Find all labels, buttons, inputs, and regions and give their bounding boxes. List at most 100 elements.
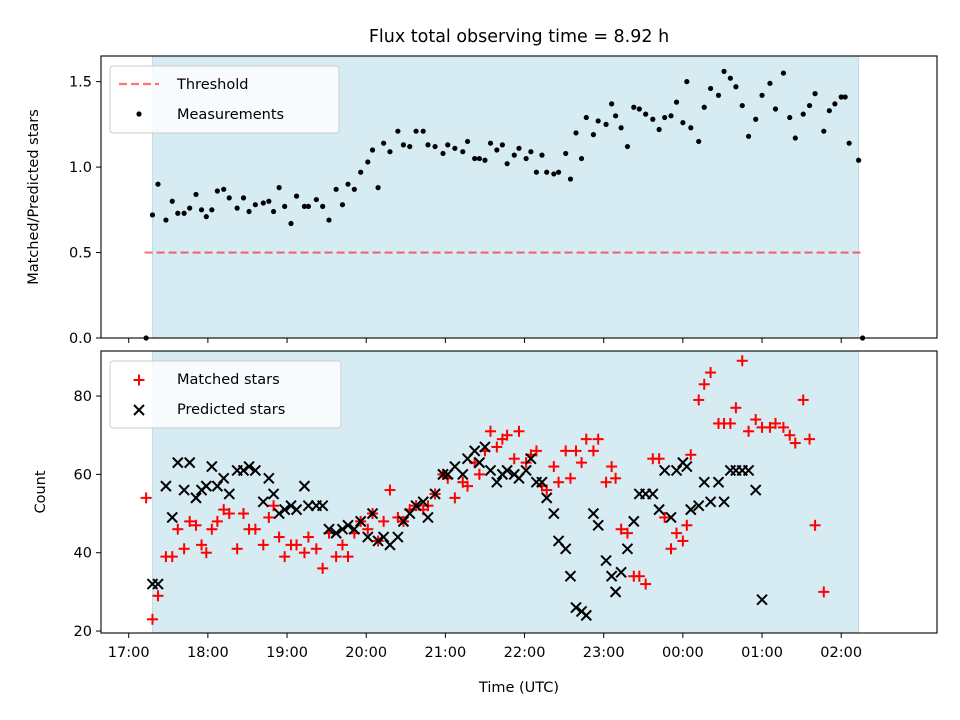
legend-label: Measurements	[177, 107, 284, 123]
x-tick-label: 20:00	[345, 645, 387, 661]
y-tick-label: 80	[74, 389, 92, 405]
data-point	[387, 149, 393, 155]
data-point	[330, 527, 342, 539]
data-point	[780, 70, 787, 76]
data-point	[501, 464, 513, 477]
data-point	[273, 531, 285, 543]
data-point	[462, 480, 474, 492]
data-point	[553, 476, 565, 488]
data-point	[362, 531, 374, 543]
data-point	[570, 601, 582, 614]
data-point	[491, 441, 503, 453]
data-point	[252, 202, 258, 208]
data-point	[615, 523, 627, 535]
data-point	[647, 488, 659, 500]
data-point	[278, 503, 291, 516]
data-point	[468, 445, 481, 457]
data-point	[733, 84, 739, 90]
data-point	[384, 484, 396, 496]
data-point	[246, 208, 252, 215]
data-point	[856, 157, 862, 163]
data-point	[576, 457, 588, 469]
data-point	[336, 523, 349, 535]
x-tick-label: 22:00	[504, 645, 546, 661]
data-point	[301, 203, 308, 209]
data-point	[400, 142, 407, 148]
data-point	[832, 101, 838, 107]
legend-label: Matched stars	[177, 372, 280, 388]
data-point	[570, 445, 582, 457]
data-point	[701, 104, 707, 110]
data-point	[420, 128, 426, 134]
data-point	[583, 114, 589, 121]
data-point	[209, 207, 215, 213]
data-point	[231, 543, 243, 555]
data-point	[397, 515, 410, 528]
data-point	[317, 562, 329, 574]
data-point	[260, 200, 266, 206]
data-point	[592, 519, 604, 531]
data-point	[736, 355, 748, 367]
data-point	[429, 488, 441, 500]
data-point	[238, 508, 249, 520]
data-point	[750, 414, 762, 426]
data-point	[767, 80, 773, 86]
data-point	[615, 566, 627, 578]
series-predicted-stars	[146, 441, 768, 622]
data-point	[567, 176, 574, 182]
data-point	[320, 203, 326, 209]
data-point	[257, 496, 269, 508]
data-point	[169, 198, 175, 204]
data-point	[178, 543, 190, 555]
data-point	[665, 511, 677, 524]
data-point	[183, 456, 196, 469]
data-point	[293, 193, 300, 199]
data-point	[539, 152, 545, 158]
ylabel-bottom: Count	[33, 470, 49, 513]
data-point	[560, 445, 572, 457]
data-point	[206, 460, 218, 473]
data-point	[316, 500, 329, 512]
data-point	[501, 429, 513, 441]
data-point	[449, 492, 461, 504]
data-point	[656, 126, 662, 133]
data-point	[806, 102, 813, 109]
data-point	[504, 161, 510, 167]
data-point	[756, 594, 768, 606]
data-point	[358, 169, 364, 175]
data-point	[563, 150, 569, 157]
data-point	[745, 133, 752, 139]
data-point	[181, 210, 187, 216]
data-point	[482, 157, 488, 163]
legend-plus-symbol	[133, 374, 145, 386]
data-point	[792, 135, 798, 141]
data-point	[392, 531, 404, 543]
data-point	[473, 468, 485, 480]
data-point	[555, 169, 562, 175]
legend: Threshold Measurements	[109, 65, 340, 134]
data-point	[753, 116, 759, 122]
data-point	[698, 378, 710, 390]
count-panel: 20 40 60 80 17:00 18:00 19:00 20:00 21:00 22:00 23…	[74, 350, 938, 661]
data-point	[730, 402, 742, 414]
data-point	[378, 515, 390, 527]
data-point	[140, 492, 152, 504]
data-point	[440, 150, 446, 157]
data-point	[485, 425, 496, 437]
legend-box	[109, 65, 340, 134]
data-point	[152, 590, 164, 602]
data-point	[560, 543, 572, 555]
data-point	[525, 453, 537, 465]
data-point	[838, 94, 844, 100]
data-point	[603, 121, 609, 127]
data-point	[479, 441, 491, 453]
data-point	[513, 425, 525, 437]
data-point	[184, 515, 196, 527]
x-tick-label: 19:00	[266, 645, 308, 661]
data-point	[263, 472, 275, 484]
data-point	[437, 468, 449, 481]
data-point	[592, 433, 604, 445]
data-point	[842, 94, 848, 100]
x-tick-label: 18:00	[187, 645, 229, 661]
data-point	[673, 99, 680, 105]
